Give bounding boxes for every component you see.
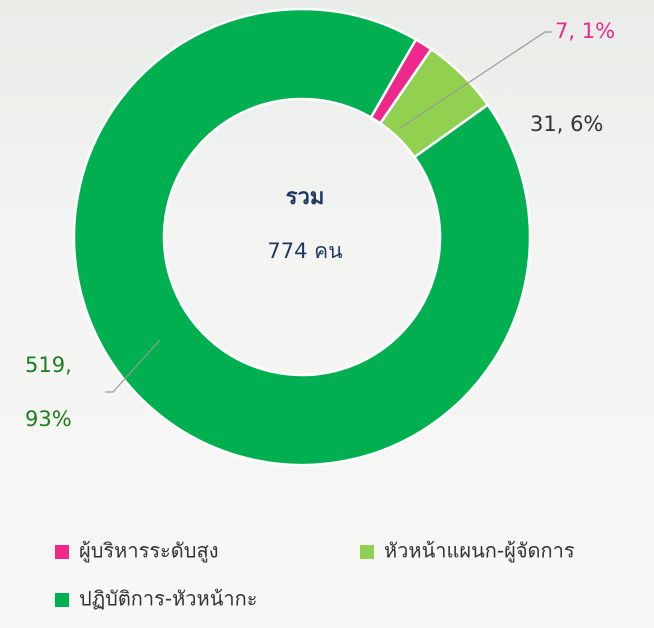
- legend-swatch: [55, 545, 69, 559]
- data-label: 31, 6%: [530, 112, 603, 136]
- donut-slice: [72, 7, 532, 467]
- legend-label: ปฏิบัติการ-หัวหน้ากะ: [79, 587, 257, 611]
- legend-swatch: [360, 545, 374, 559]
- legend-label: หัวหน้าแผนก-ผู้จัดการ: [384, 539, 575, 564]
- donut-slice: [369, 37, 433, 126]
- leader-line: [399, 31, 552, 129]
- data-label: 519, 93%: [25, 353, 72, 431]
- data-label: 7, 1%: [555, 19, 615, 43]
- leader-line: [105, 339, 161, 393]
- center-title: รวม: [286, 185, 325, 210]
- legend-swatch: [55, 593, 69, 607]
- donut-slice: [378, 47, 490, 159]
- center-text: 774 คน: [267, 239, 342, 263]
- legend-label: ผู้บริหารระดับสูง: [79, 539, 218, 564]
